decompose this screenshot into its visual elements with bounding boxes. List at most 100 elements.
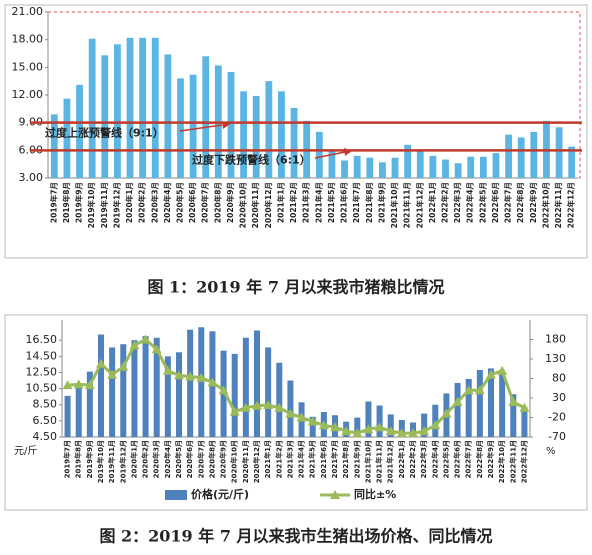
reference-label: 过度上涨预警线（9:1）	[45, 126, 164, 140]
line-marker	[463, 385, 474, 395]
line-marker	[419, 426, 430, 436]
bar	[64, 395, 71, 437]
x-tick-label: 2019年10月	[86, 182, 96, 228]
y-tick-label: 12.50	[26, 365, 58, 378]
bar	[126, 37, 134, 179]
bar	[265, 347, 272, 437]
annotation-arrows	[179, 121, 352, 159]
x-tick-label: 2021年8月	[341, 440, 350, 478]
x-tick-label: 2021年6月	[319, 440, 328, 478]
x-tick-label: 2021年2月	[274, 440, 283, 478]
line-marker	[363, 424, 374, 434]
x-tick-label: 2019年9月	[74, 182, 84, 223]
x-tick-label: 2022年6月	[490, 182, 500, 223]
x-tick-label: 2022年5月	[477, 182, 487, 223]
x-tick-label: 2022年9月	[528, 182, 538, 223]
x-tick-label: 2020年2月	[137, 182, 147, 223]
bar	[63, 98, 71, 178]
x-tick-label: 2020年7月	[200, 182, 210, 223]
x-tick-label: 2020年8月	[212, 182, 222, 223]
bar	[131, 340, 138, 437]
x-tick-label: 2022年6月	[453, 440, 462, 478]
x-tick-label: 2021年10月	[363, 440, 372, 483]
caption: 图 2：2019 年 7 月以来我市生猪出场价格、同比情况	[99, 527, 492, 546]
bar	[227, 71, 235, 178]
line-marker	[129, 340, 140, 350]
x-tick-label: 2021年3月	[285, 440, 294, 478]
x-tick-label: 2021年4月	[313, 182, 323, 223]
bar	[467, 156, 475, 178]
y2-tick-label: 130	[545, 352, 566, 365]
bar	[366, 157, 374, 178]
bar	[568, 146, 576, 178]
bar	[391, 157, 399, 178]
x-tick-label: 2021年12月	[414, 182, 424, 228]
y-tick-label: 6.50	[33, 414, 58, 427]
x-tick-label: 2020年12月	[252, 440, 261, 483]
x-tick-label: 2020年6月	[185, 440, 194, 478]
x-tick-label: 2020年3月	[152, 440, 161, 478]
x-tick-label: 2022年3月	[419, 440, 428, 478]
line-marker	[330, 422, 340, 432]
line-marker	[162, 365, 173, 375]
x-tick-label: 2020年2月	[141, 440, 150, 478]
x-tick-label: 2020年9月	[225, 182, 235, 223]
bar	[376, 405, 383, 437]
x-tick-label: 2021年1月	[263, 440, 272, 478]
line-marker	[441, 408, 452, 418]
x-tick-label: 2022年2月	[408, 440, 417, 478]
y-tick-label: 10.50	[26, 382, 58, 395]
legend-swatch	[165, 490, 187, 500]
x-tick-label: 2020年3月	[149, 182, 159, 223]
bar	[164, 356, 171, 437]
bar	[555, 127, 563, 178]
y-tick-label: 18.00	[12, 33, 44, 46]
x-tick-label: 2022年8月	[515, 182, 525, 223]
bar	[109, 347, 116, 437]
y-tick-label: 21.00	[12, 5, 44, 18]
x-tick-label: 2021年5月	[326, 182, 336, 223]
line-marker	[84, 380, 95, 390]
bar	[341, 160, 348, 178]
caption: 图 1：2019 年 7 月以来我市猪粮比情况	[147, 278, 444, 297]
legend-swatch	[330, 490, 340, 499]
y-tick-label: 8.50	[33, 398, 58, 411]
y2-tick-label: 80	[552, 372, 566, 385]
x-tick-label: 2022年3月	[452, 182, 462, 223]
bar	[421, 413, 428, 437]
line-marker	[408, 428, 418, 438]
bar	[517, 137, 525, 178]
bar	[189, 74, 197, 178]
x-tick-label: 2019年8月	[74, 440, 83, 478]
x-tick-label: 2022年10月	[540, 182, 550, 228]
y2-tick-label: 30	[552, 391, 566, 404]
line-marker	[274, 402, 285, 412]
x-tick-label: 2021年8月	[364, 182, 374, 223]
bar	[290, 107, 298, 178]
bar	[499, 371, 506, 437]
x-tick-label: 2019年12月	[111, 182, 121, 228]
x-tick-label: 2022年11月	[508, 440, 517, 483]
line-marker	[285, 408, 296, 418]
x-tick-label: 2022年4月	[430, 440, 439, 478]
bar	[276, 362, 283, 437]
line-marker	[140, 334, 151, 344]
bar	[265, 81, 273, 178]
line-marker	[240, 402, 251, 412]
line-marker	[107, 369, 118, 379]
bar	[175, 352, 183, 437]
x-tick-label: 2021年10月	[389, 182, 399, 228]
x-tick-label: 2020年11月	[250, 182, 260, 228]
x-tick-label: 2019年7月	[48, 182, 58, 223]
x-tick-label: 2019年9月	[85, 440, 94, 478]
bar	[416, 149, 424, 178]
line-marker	[341, 426, 352, 436]
bar	[442, 159, 449, 178]
bar	[354, 417, 361, 437]
bar	[252, 95, 260, 178]
bar	[242, 337, 249, 437]
line-marker	[519, 402, 530, 412]
x-tick-label: 2021年11月	[402, 182, 412, 228]
bar	[454, 163, 462, 178]
